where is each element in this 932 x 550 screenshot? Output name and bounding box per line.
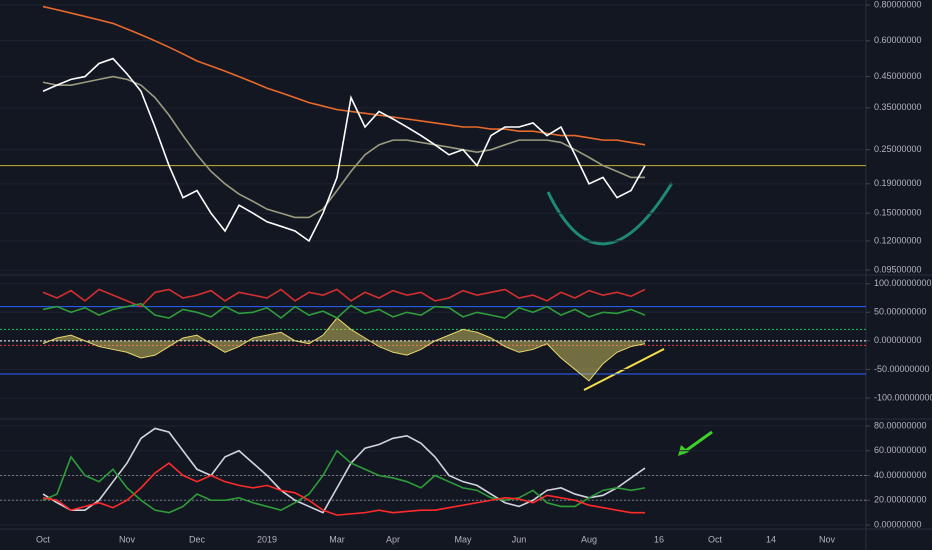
y-tick-label: 0.45000000 bbox=[874, 71, 922, 81]
line bbox=[42, 75, 645, 219]
y-tick-label: 100.00000000 bbox=[874, 278, 932, 288]
x-tick-label: 2019 bbox=[257, 534, 277, 544]
y-tick-label: 0.25000000 bbox=[874, 144, 922, 154]
y-tick-label: 0.35000000 bbox=[874, 102, 922, 112]
x-tick-label: Nov bbox=[119, 534, 136, 544]
line bbox=[42, 317, 646, 382]
y-tick-label: 0.19000000 bbox=[874, 178, 922, 188]
line bbox=[42, 462, 645, 516]
x-tick-label: 14 bbox=[766, 534, 776, 544]
y-tick-label: 0.12000000 bbox=[874, 235, 922, 245]
x-tick-label: Nov bbox=[819, 534, 836, 544]
y-tick-label: 0.09500000 bbox=[874, 264, 922, 274]
x-tick-label: Oct bbox=[708, 534, 723, 544]
y-tick-label: 0.80000000 bbox=[874, 0, 922, 9]
line bbox=[42, 449, 646, 514]
x-tick-label: Jun bbox=[512, 534, 527, 544]
x-tick-label: Dec bbox=[189, 534, 206, 544]
y-tick-label: 60.00000000 bbox=[874, 445, 927, 455]
y-tick-label: -50.00000000 bbox=[874, 364, 930, 374]
line bbox=[42, 57, 646, 243]
x-tick-label: May bbox=[454, 534, 472, 544]
arc-annotation bbox=[546, 182, 674, 246]
y-tick-label: 0.00000000 bbox=[874, 335, 922, 345]
x-tick-label: Mar bbox=[329, 534, 345, 544]
line bbox=[42, 288, 646, 308]
arrow-annotation bbox=[683, 430, 713, 454]
line bbox=[42, 302, 646, 320]
line bbox=[42, 427, 646, 514]
y-tick-label: -100.00000000 bbox=[874, 392, 932, 402]
x-tick-label: Oct bbox=[36, 534, 51, 544]
x-tick-label: Aug bbox=[581, 534, 597, 544]
y-tick-label: 20.00000000 bbox=[874, 495, 927, 505]
x-tick-label: Apr bbox=[386, 534, 400, 544]
y-tick-label: 0.00000000 bbox=[874, 519, 922, 529]
y-tick-label: 0.60000000 bbox=[874, 35, 922, 45]
y-tick-label: 50.00000000 bbox=[874, 307, 927, 317]
y-tick-label: 40.00000000 bbox=[874, 470, 927, 480]
y-tick-label: 80.00000000 bbox=[874, 420, 927, 430]
x-tick-label: 16 bbox=[654, 534, 664, 544]
y-tick-label: 0.15000000 bbox=[874, 208, 922, 218]
